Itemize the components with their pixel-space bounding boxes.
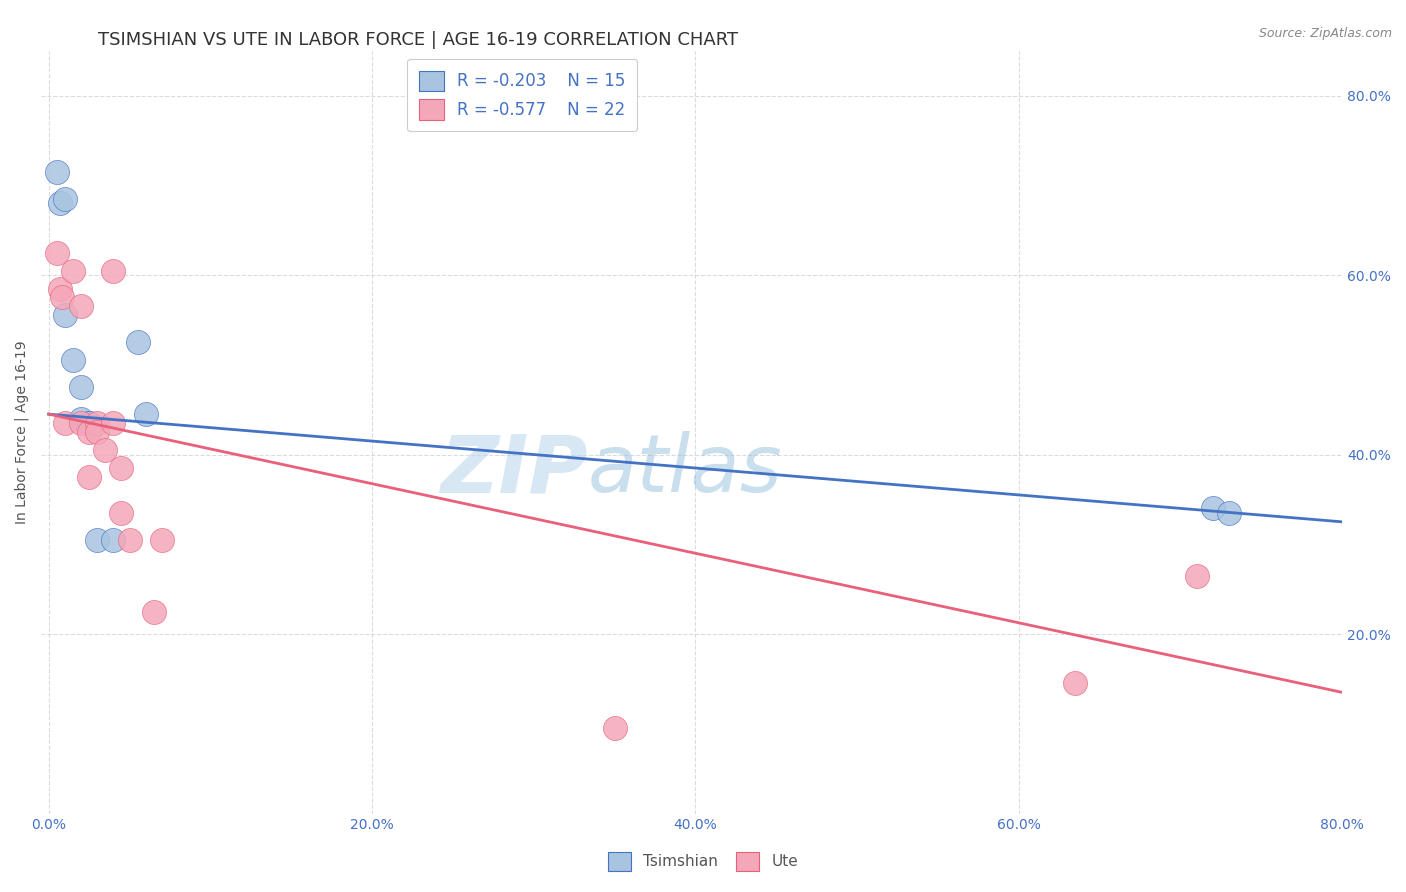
Point xyxy=(70,300,93,314)
Point xyxy=(45,165,67,179)
Point xyxy=(77,470,100,484)
Point xyxy=(86,533,108,547)
Point xyxy=(45,245,67,260)
Point xyxy=(103,263,125,277)
Point xyxy=(70,411,93,425)
Point xyxy=(77,425,100,439)
Point xyxy=(70,416,93,430)
Point xyxy=(142,605,165,619)
Point xyxy=(135,407,157,421)
Point xyxy=(127,335,149,350)
Point xyxy=(1202,501,1225,516)
Text: ZIP: ZIP xyxy=(440,431,588,509)
Point xyxy=(118,533,141,547)
Point xyxy=(77,416,100,430)
Point xyxy=(103,416,125,430)
Point xyxy=(603,721,626,735)
Point xyxy=(86,416,108,430)
Point xyxy=(53,309,76,323)
Point xyxy=(70,380,93,394)
Point xyxy=(53,192,76,206)
Text: TSIMSHIAN VS UTE IN LABOR FORCE | AGE 16-19 CORRELATION CHART: TSIMSHIAN VS UTE IN LABOR FORCE | AGE 16… xyxy=(98,31,738,49)
Point xyxy=(1185,568,1208,582)
Point xyxy=(1218,506,1240,520)
Point xyxy=(77,416,100,430)
Point xyxy=(49,281,72,295)
Text: Source: ZipAtlas.com: Source: ZipAtlas.com xyxy=(1258,27,1392,40)
Point xyxy=(51,291,73,305)
Point xyxy=(110,506,132,520)
Text: atlas: atlas xyxy=(588,431,782,509)
Point xyxy=(94,443,117,458)
Point xyxy=(103,533,125,547)
Point xyxy=(86,425,108,439)
Legend: R = -0.203    N = 15, R = -0.577    N = 22: R = -0.203 N = 15, R = -0.577 N = 22 xyxy=(408,59,637,131)
Y-axis label: In Labor Force | Age 16-19: In Labor Force | Age 16-19 xyxy=(15,340,30,524)
Point xyxy=(62,353,84,368)
Legend: Tsimshian, Ute: Tsimshian, Ute xyxy=(599,843,807,880)
Point xyxy=(53,416,76,430)
Point xyxy=(62,263,84,277)
Point xyxy=(150,533,173,547)
Point xyxy=(110,461,132,475)
Point xyxy=(1064,676,1087,690)
Point xyxy=(49,196,72,211)
